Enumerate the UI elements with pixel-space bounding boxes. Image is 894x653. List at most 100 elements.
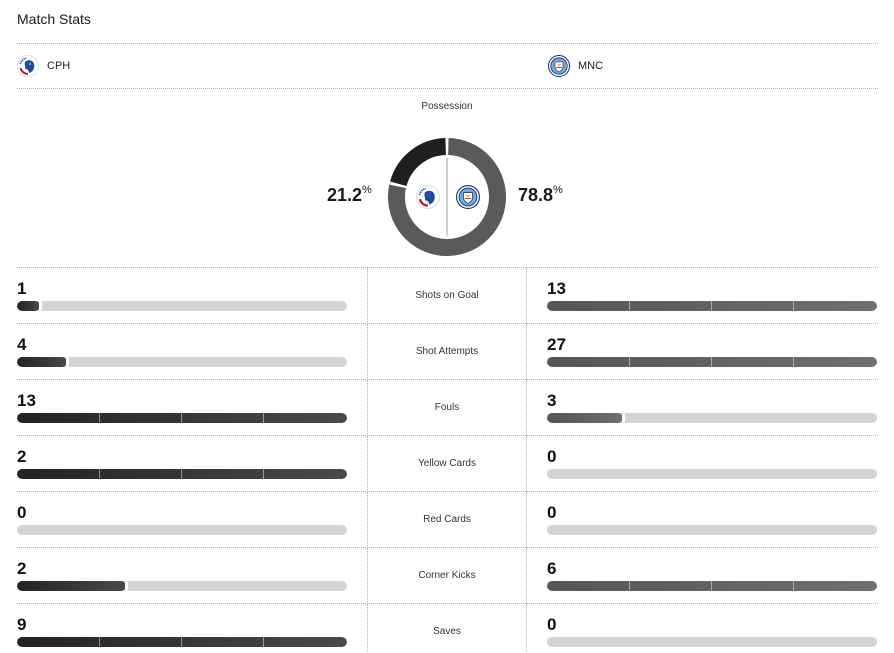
stat-label: Red Cards (423, 514, 471, 525)
column-divider (367, 268, 368, 324)
team-home-abbr: CPH (47, 60, 71, 72)
stat-bar-segment-divider (181, 637, 182, 647)
column-divider (526, 324, 527, 380)
stat-bar-segment-divider (629, 357, 630, 367)
stat-bar-segment-divider (263, 413, 264, 423)
column-divider (526, 604, 527, 653)
column-divider (367, 380, 368, 436)
stat-bar-away (547, 469, 877, 479)
stat-away-value: 0 (547, 615, 557, 634)
divider (17, 379, 878, 380)
possession-arc-away (388, 138, 506, 256)
column-divider (367, 492, 368, 548)
stat-bar-fill (17, 301, 40, 311)
stat-away-value: 0 (547, 447, 557, 466)
stat-bar-segment-divider (263, 469, 264, 479)
stat-row: 4 27 Shot Attempts (0, 324, 894, 380)
column-divider (367, 604, 368, 653)
stat-bar-end-marker (622, 413, 625, 423)
stat-bar-fill (547, 581, 877, 591)
man-city-crest-icon (548, 55, 570, 77)
stat-bar-segment-divider (629, 301, 630, 311)
stat-bar-segment-divider (181, 469, 182, 479)
team-home[interactable]: CPH (17, 55, 70, 77)
stat-label: Corner Kicks (418, 570, 476, 581)
stat-bar-home (17, 581, 347, 591)
stat-label: Fouls (434, 402, 460, 413)
stat-bar-segment-divider (263, 637, 264, 647)
stat-home-value: 2 (17, 447, 27, 466)
stat-bar-home (17, 469, 347, 479)
stat-bar-away (547, 637, 877, 647)
stat-bar-away (547, 413, 877, 423)
stat-bar-end-marker (125, 581, 128, 591)
man-city-crest-icon (456, 185, 480, 209)
possession-away-value: 78.8% (518, 184, 563, 205)
possession-donut (388, 138, 506, 256)
stat-bar-segment-divider (99, 469, 100, 479)
stat-row: 9 0 Saves (0, 604, 894, 653)
stat-home-value: 0 (17, 503, 27, 522)
divider (17, 267, 878, 268)
column-divider (526, 492, 527, 548)
stat-row: 1 13 Shots on Goal (0, 268, 894, 324)
stat-bar-away (547, 525, 877, 535)
stat-bar-home (17, 637, 347, 647)
stat-label: Saves (433, 626, 461, 637)
stat-bar-home (17, 525, 347, 535)
stat-bar-segment-divider (99, 413, 100, 423)
column-divider (526, 380, 527, 436)
stat-away-value: 3 (547, 391, 557, 410)
stat-home-value: 2 (17, 559, 27, 578)
stat-bar-segment-divider (711, 581, 712, 591)
stat-home-value: 1 (17, 279, 27, 298)
stat-row: 2 6 Corner Kicks (0, 548, 894, 604)
divider (17, 43, 878, 44)
stat-bar-fill (17, 637, 347, 647)
stat-bar-fill (547, 413, 623, 423)
stat-bar-away (547, 301, 877, 311)
team-away-abbr: MNC (578, 60, 604, 72)
stat-bar-home (17, 413, 347, 423)
possession-label: Possession (421, 101, 473, 112)
stat-bar-end-marker (39, 301, 42, 311)
column-divider (526, 268, 527, 324)
column-divider (526, 436, 527, 492)
column-divider (367, 324, 368, 380)
stat-bar-fill (547, 357, 877, 367)
divider (17, 435, 878, 436)
fc-copenhagen-crest-icon (17, 55, 39, 77)
stat-row: 0 0 Red Cards (0, 492, 894, 548)
stat-away-value: 0 (547, 503, 557, 522)
stat-label: Yellow Cards (418, 458, 476, 469)
stat-bar-segment-divider (629, 581, 630, 591)
divider (17, 88, 878, 89)
stat-bar-segment-divider (99, 637, 100, 647)
stat-bar-segment-divider (711, 301, 712, 311)
stat-bar-segment-divider (793, 581, 794, 591)
stat-bar-fill (17, 581, 126, 591)
stat-label: Shots on Goal (415, 290, 479, 301)
stat-bar-away (547, 357, 877, 367)
page-title: Match Stats (17, 11, 91, 27)
stat-bar-segment-divider (793, 357, 794, 367)
stat-home-value: 9 (17, 615, 27, 634)
column-divider (367, 436, 368, 492)
stat-away-value: 27 (547, 335, 566, 354)
stat-bar-away (547, 581, 877, 591)
divider (17, 547, 878, 548)
column-divider (367, 548, 368, 604)
stat-row: 13 3 Fouls (0, 380, 894, 436)
possession-home-value: 21.2% (327, 184, 372, 205)
stat-home-value: 4 (17, 335, 27, 354)
stat-away-value: 6 (547, 559, 557, 578)
fc-copenhagen-crest-icon (416, 185, 440, 209)
stat-label: Shot Attempts (415, 346, 479, 357)
team-away[interactable]: MNC (548, 55, 603, 77)
stat-row: 2 0 Yellow Cards (0, 436, 894, 492)
stat-bar-fill (547, 301, 877, 311)
stat-home-value: 13 (17, 391, 36, 410)
divider (17, 323, 878, 324)
divider (17, 603, 878, 604)
column-divider (526, 548, 527, 604)
